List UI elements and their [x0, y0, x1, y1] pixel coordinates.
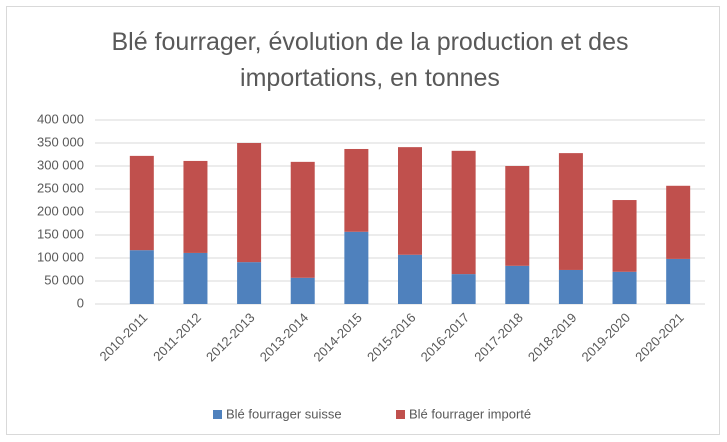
- bar-segment: [344, 148, 369, 232]
- bar-segment: [451, 150, 476, 275]
- bar-segment: [183, 252, 208, 304]
- y-tick-label: 100 000: [37, 249, 84, 264]
- legend-label: Blé fourrager suisse: [226, 406, 342, 421]
- y-tick-label: 400 000: [37, 111, 84, 126]
- bar-segment: [398, 147, 422, 255]
- bar-segment: [505, 265, 530, 304]
- bar-segment: [129, 155, 154, 251]
- bar-segment: [612, 200, 637, 272]
- bar-segment: [344, 231, 369, 304]
- legend-swatch: [396, 410, 405, 419]
- bar-segment: [183, 160, 208, 253]
- y-tick-label: 50 000: [44, 272, 84, 287]
- bar-segment: [398, 254, 422, 304]
- y-tick-label: 0: [77, 295, 84, 310]
- legend-swatch: [213, 410, 222, 419]
- bar-segment: [666, 185, 691, 259]
- bar-segment: [558, 153, 583, 270]
- bar-segment: [451, 274, 476, 304]
- bar-segment: [290, 161, 315, 278]
- legend-label: Blé fourrager importé: [409, 406, 531, 421]
- y-tick-label: 250 000: [37, 180, 84, 195]
- y-tick-label: 150 000: [37, 226, 84, 241]
- bar-segment: [558, 269, 583, 304]
- chart-title: Blé fourrager, évolution de la productio…: [111, 28, 629, 92]
- bar-segment: [237, 262, 262, 304]
- bar-segment: [505, 166, 530, 266]
- y-tick-label: 200 000: [37, 203, 84, 218]
- bar-segment: [129, 250, 154, 304]
- bar-segment: [290, 277, 315, 304]
- y-tick-label: 300 000: [37, 157, 84, 172]
- bar-segment: [666, 258, 691, 304]
- bar-segment: [237, 143, 262, 263]
- bar-segment: [612, 271, 637, 304]
- y-tick-label: 350 000: [37, 134, 84, 149]
